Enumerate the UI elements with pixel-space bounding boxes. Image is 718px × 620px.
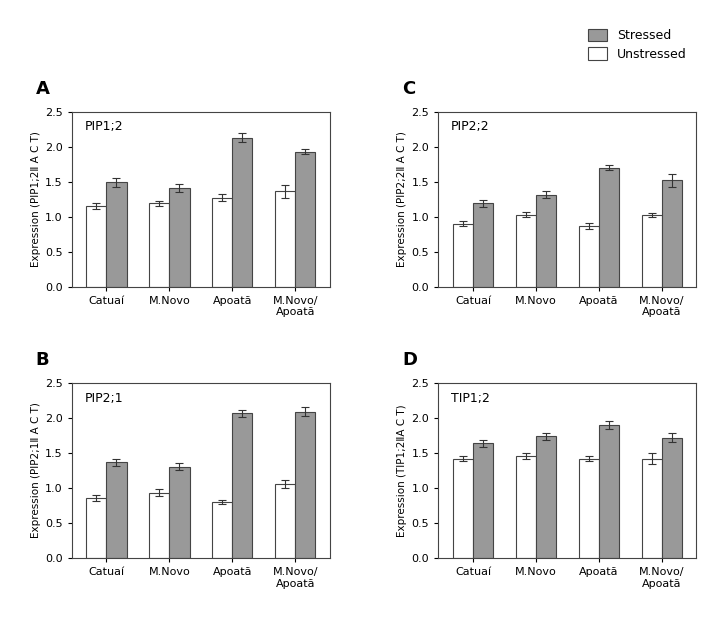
Y-axis label: Expression (PIP2;2Ⅱ A C T): Expression (PIP2;2Ⅱ A C T) [397,131,407,267]
Bar [453,224,473,286]
Bar [275,484,295,558]
Bar [579,459,599,558]
Bar [169,467,190,558]
Legend: Stressed, Unstressed: Stressed, Unstressed [584,25,690,64]
Y-axis label: Expression (TIP1;2ⅡA C T): Expression (TIP1;2ⅡA C T) [397,404,407,537]
Bar [275,192,295,286]
Bar [599,425,619,558]
Bar [536,195,556,286]
Bar [233,413,253,558]
Bar [213,198,233,286]
Bar [213,502,233,558]
Bar [149,493,169,558]
Bar [599,167,619,286]
Text: PIP1;2: PIP1;2 [85,120,123,133]
Text: A: A [36,79,50,97]
Bar [473,203,493,286]
Bar [149,203,169,286]
Bar [106,462,126,558]
Y-axis label: Expression (PIP1;2Ⅱ A C T): Expression (PIP1;2Ⅱ A C T) [31,131,41,267]
Bar [642,459,662,558]
Bar [86,206,106,286]
Bar [642,215,662,286]
Bar [453,459,473,558]
Text: C: C [402,79,416,97]
Text: PIP2;2: PIP2;2 [451,120,490,133]
Bar [662,438,682,558]
Bar [516,215,536,286]
Bar [662,180,682,286]
Text: D: D [402,351,417,369]
Bar [169,188,190,286]
Bar [233,138,253,286]
Text: TIP1;2: TIP1;2 [451,392,490,405]
Bar [579,226,599,286]
Bar [516,456,536,558]
Y-axis label: Expression (PIP2;1Ⅱ A C T): Expression (PIP2;1Ⅱ A C T) [31,402,41,538]
Bar [295,151,315,286]
Text: PIP2;1: PIP2;1 [85,392,123,405]
Bar [536,436,556,558]
Bar [295,412,315,558]
Bar [106,182,126,286]
Text: B: B [36,351,50,369]
Bar [86,498,106,558]
Bar [473,443,493,558]
